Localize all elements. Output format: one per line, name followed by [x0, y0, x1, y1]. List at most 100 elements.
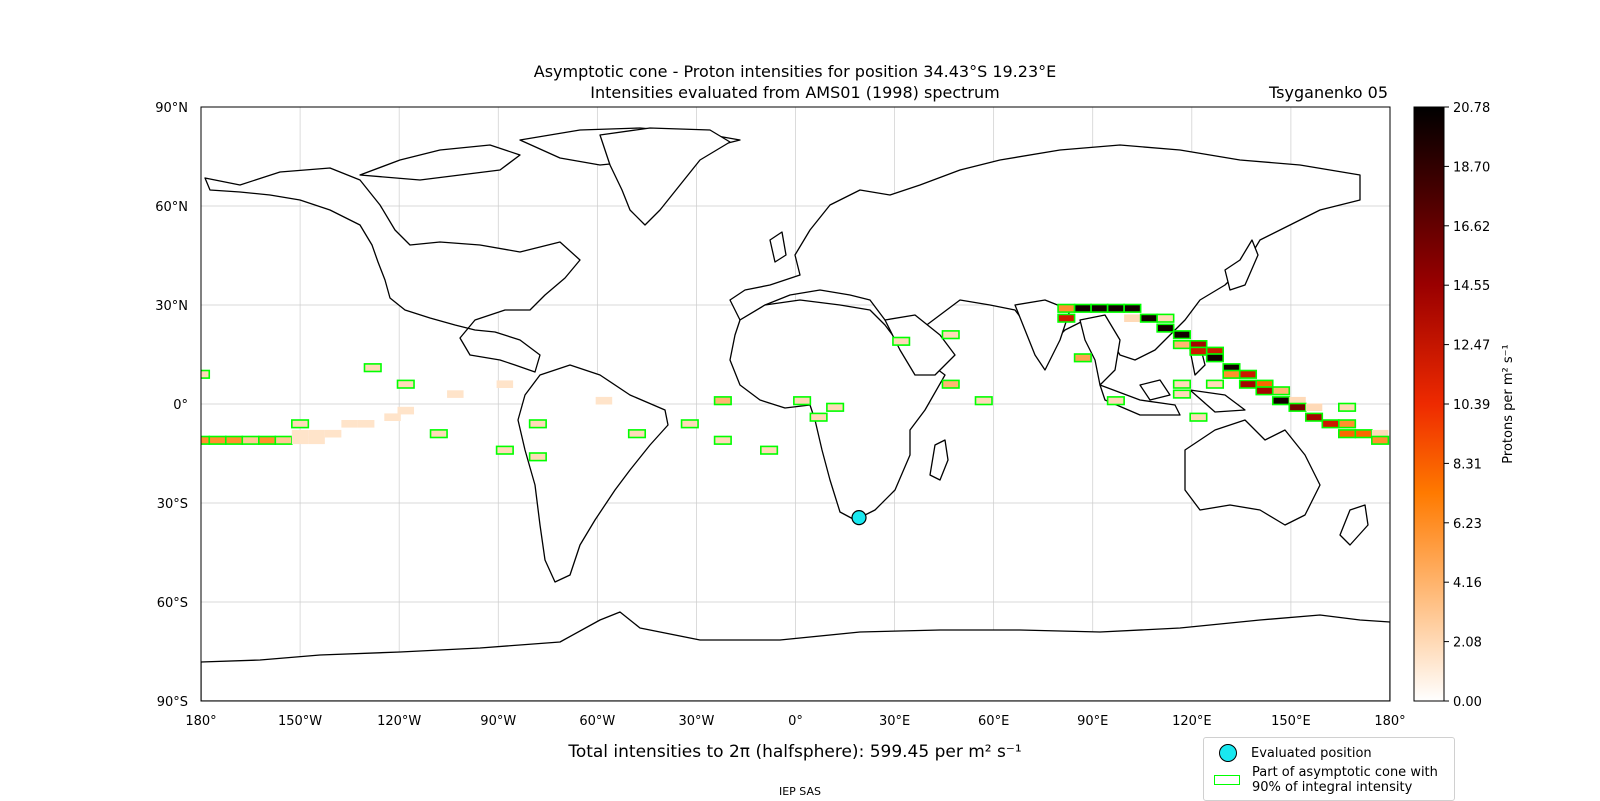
cone-cell — [1371, 429, 1389, 438]
colorbar-ticks: 0.00 2.08 4.16 6.23 8.31 10.39 12.47 14.55 16.62… — [1444, 101, 1490, 710]
cone-cell — [397, 406, 415, 415]
lat-tick-label: 60°S — [157, 596, 188, 611]
legend-cone-line1: Part of asymptotic cone with — [1252, 765, 1438, 780]
colorbar-tick-label: 20.78 — [1453, 101, 1490, 116]
cone-cell-highlighted — [1205, 353, 1225, 363]
colorbar-tick-label: 12.47 — [1453, 339, 1490, 354]
cone-cell-highlighted — [1238, 379, 1258, 389]
lat-tick-label: 30°S — [157, 497, 188, 512]
cone-cell-highlighted — [1271, 386, 1291, 396]
cone-cell-highlighted — [941, 379, 960, 389]
legend-evaluated-label: Evaluated position — [1251, 745, 1372, 761]
colorbar-tick-label: 16.62 — [1453, 220, 1490, 235]
lon-tick-label: 120°W — [377, 714, 421, 729]
cone-cell-highlighted — [495, 445, 514, 455]
colorbar-tick-label: 0.00 — [1453, 695, 1482, 710]
cone-cell — [308, 429, 325, 438]
lon-tick-label: 180° — [1374, 714, 1405, 729]
intensity-cells — [201, 303, 1390, 462]
colorbar-tick-label: 4.16 — [1453, 576, 1482, 591]
cone-cell-highlighted — [1106, 396, 1125, 406]
lat-tick-label: 30°N — [155, 299, 188, 314]
cone-cell-highlighted — [793, 396, 812, 406]
cone-cell — [384, 413, 401, 421]
cone-cell-highlighted — [760, 445, 779, 455]
total-intensity-text: Total intensities to 2π (halfsphere): 59… — [568, 742, 1022, 762]
coastlines — [201, 127, 1390, 701]
chart-title: Asymptotic cone - Proton intensities for… — [533, 62, 1057, 81]
cone-cell — [595, 396, 613, 405]
cone-cell-highlighted — [1189, 412, 1208, 422]
cone-cell-highlighted — [208, 435, 227, 445]
cone-cell-highlighted — [1123, 303, 1142, 313]
cone-cell — [308, 436, 325, 445]
colorbar-tick-label: 10.39 — [1453, 398, 1490, 413]
lon-tick-label: 150°W — [278, 714, 322, 729]
cone-cell-highlighted — [1073, 303, 1092, 313]
cone-cell-highlighted — [1371, 435, 1390, 445]
cone-cell-highlighted — [241, 435, 260, 445]
cone-cell-highlighted — [1057, 303, 1076, 313]
colorbar-tick-label: 8.31 — [1453, 457, 1482, 472]
lat-tick-label: 90°S — [157, 695, 188, 710]
colorbar-tick-label: 2.08 — [1453, 636, 1482, 651]
lat-tick-label: 0° — [173, 398, 188, 413]
cone-cell-highlighted — [291, 419, 310, 429]
lon-tick-label: 30°W — [678, 714, 714, 729]
cone-cell-highlighted — [1255, 386, 1274, 396]
map-frame — [200, 106, 1391, 702]
cone-cell-highlighted — [809, 412, 828, 422]
legend-cone-label: Part of asymptotic cone with 90% of inte… — [1252, 765, 1438, 795]
cone-cell-highlighted — [1189, 346, 1208, 356]
legend-row-cone: Part of asymptotic cone with 90% of inte… — [1204, 765, 1438, 795]
cone-cell-highlighted — [1172, 330, 1191, 340]
lat-tick-label: 60°N — [155, 200, 188, 215]
latitude-labels: 90°N 60°N 30°N 0° 30°S 60°S 90°S — [155, 101, 188, 710]
cone-cell-highlighted — [1156, 323, 1175, 333]
antarctica-outline — [201, 611, 1390, 701]
longitude-labels: 180° 150°W 120°W 90°W 60°W 30°W 0° 30°E 60°E 90°E… — [185, 714, 1405, 729]
highlight-box-icon — [1214, 775, 1240, 785]
cone-cell — [291, 429, 309, 438]
cone-cell-highlighted — [713, 435, 732, 445]
cone-cell-highlighted — [1338, 429, 1357, 439]
india-outline — [1014, 299, 1071, 371]
cone-cell-highlighted — [1354, 429, 1373, 439]
cone-cell-highlighted — [1073, 353, 1092, 363]
lon-tick-label: 120°E — [1172, 714, 1212, 729]
australia-outline — [1184, 419, 1321, 526]
cone-cell — [357, 420, 375, 428]
legend-row-evaluated: Evaluated position — [1204, 744, 1372, 762]
cone-cell-highlighted — [1106, 303, 1125, 313]
cone-cell-highlighted — [1172, 379, 1191, 389]
cone-cell-highlighted — [1288, 402, 1307, 412]
north-america-outline — [204, 167, 581, 373]
cone-cell-highlighted — [396, 379, 415, 389]
cone-cell-highlighted — [1090, 303, 1109, 313]
lon-tick-label: 30°E — [879, 714, 910, 729]
greenland-outline — [599, 127, 731, 226]
credit-label: IEP SAS — [778, 785, 822, 798]
cone-cell — [447, 390, 464, 398]
cone-cell-highlighted — [826, 402, 845, 412]
lon-tick-label: 180° — [185, 714, 216, 729]
colorbar-tick-label: 14.55 — [1453, 279, 1490, 294]
cone-cell-highlighted — [1172, 340, 1191, 350]
lon-tick-label: 90°E — [1077, 714, 1108, 729]
colorbar-tick-label: 6.23 — [1453, 517, 1482, 532]
cone-cell-highlighted — [363, 363, 382, 373]
cone-cell-highlighted — [224, 435, 244, 445]
cone-cell-highlighted — [713, 396, 732, 406]
colorbar-label: Protons per m² s⁻¹ — [1501, 344, 1516, 463]
cone-cell-highlighted — [892, 336, 911, 346]
cone-cell — [1124, 314, 1141, 322]
chart-subtitle: Intensities evaluated from AMS01 (1998) … — [590, 83, 1000, 102]
cone-cell — [1289, 396, 1306, 405]
cone-cell-highlighted — [627, 429, 647, 439]
model-label: Tsyganenko 05 — [1269, 83, 1388, 102]
cone-cell-highlighted — [1271, 396, 1291, 406]
lon-tick-label: 0° — [788, 714, 803, 729]
south-america-outline — [517, 364, 669, 583]
lon-tick-label: 60°W — [579, 714, 615, 729]
